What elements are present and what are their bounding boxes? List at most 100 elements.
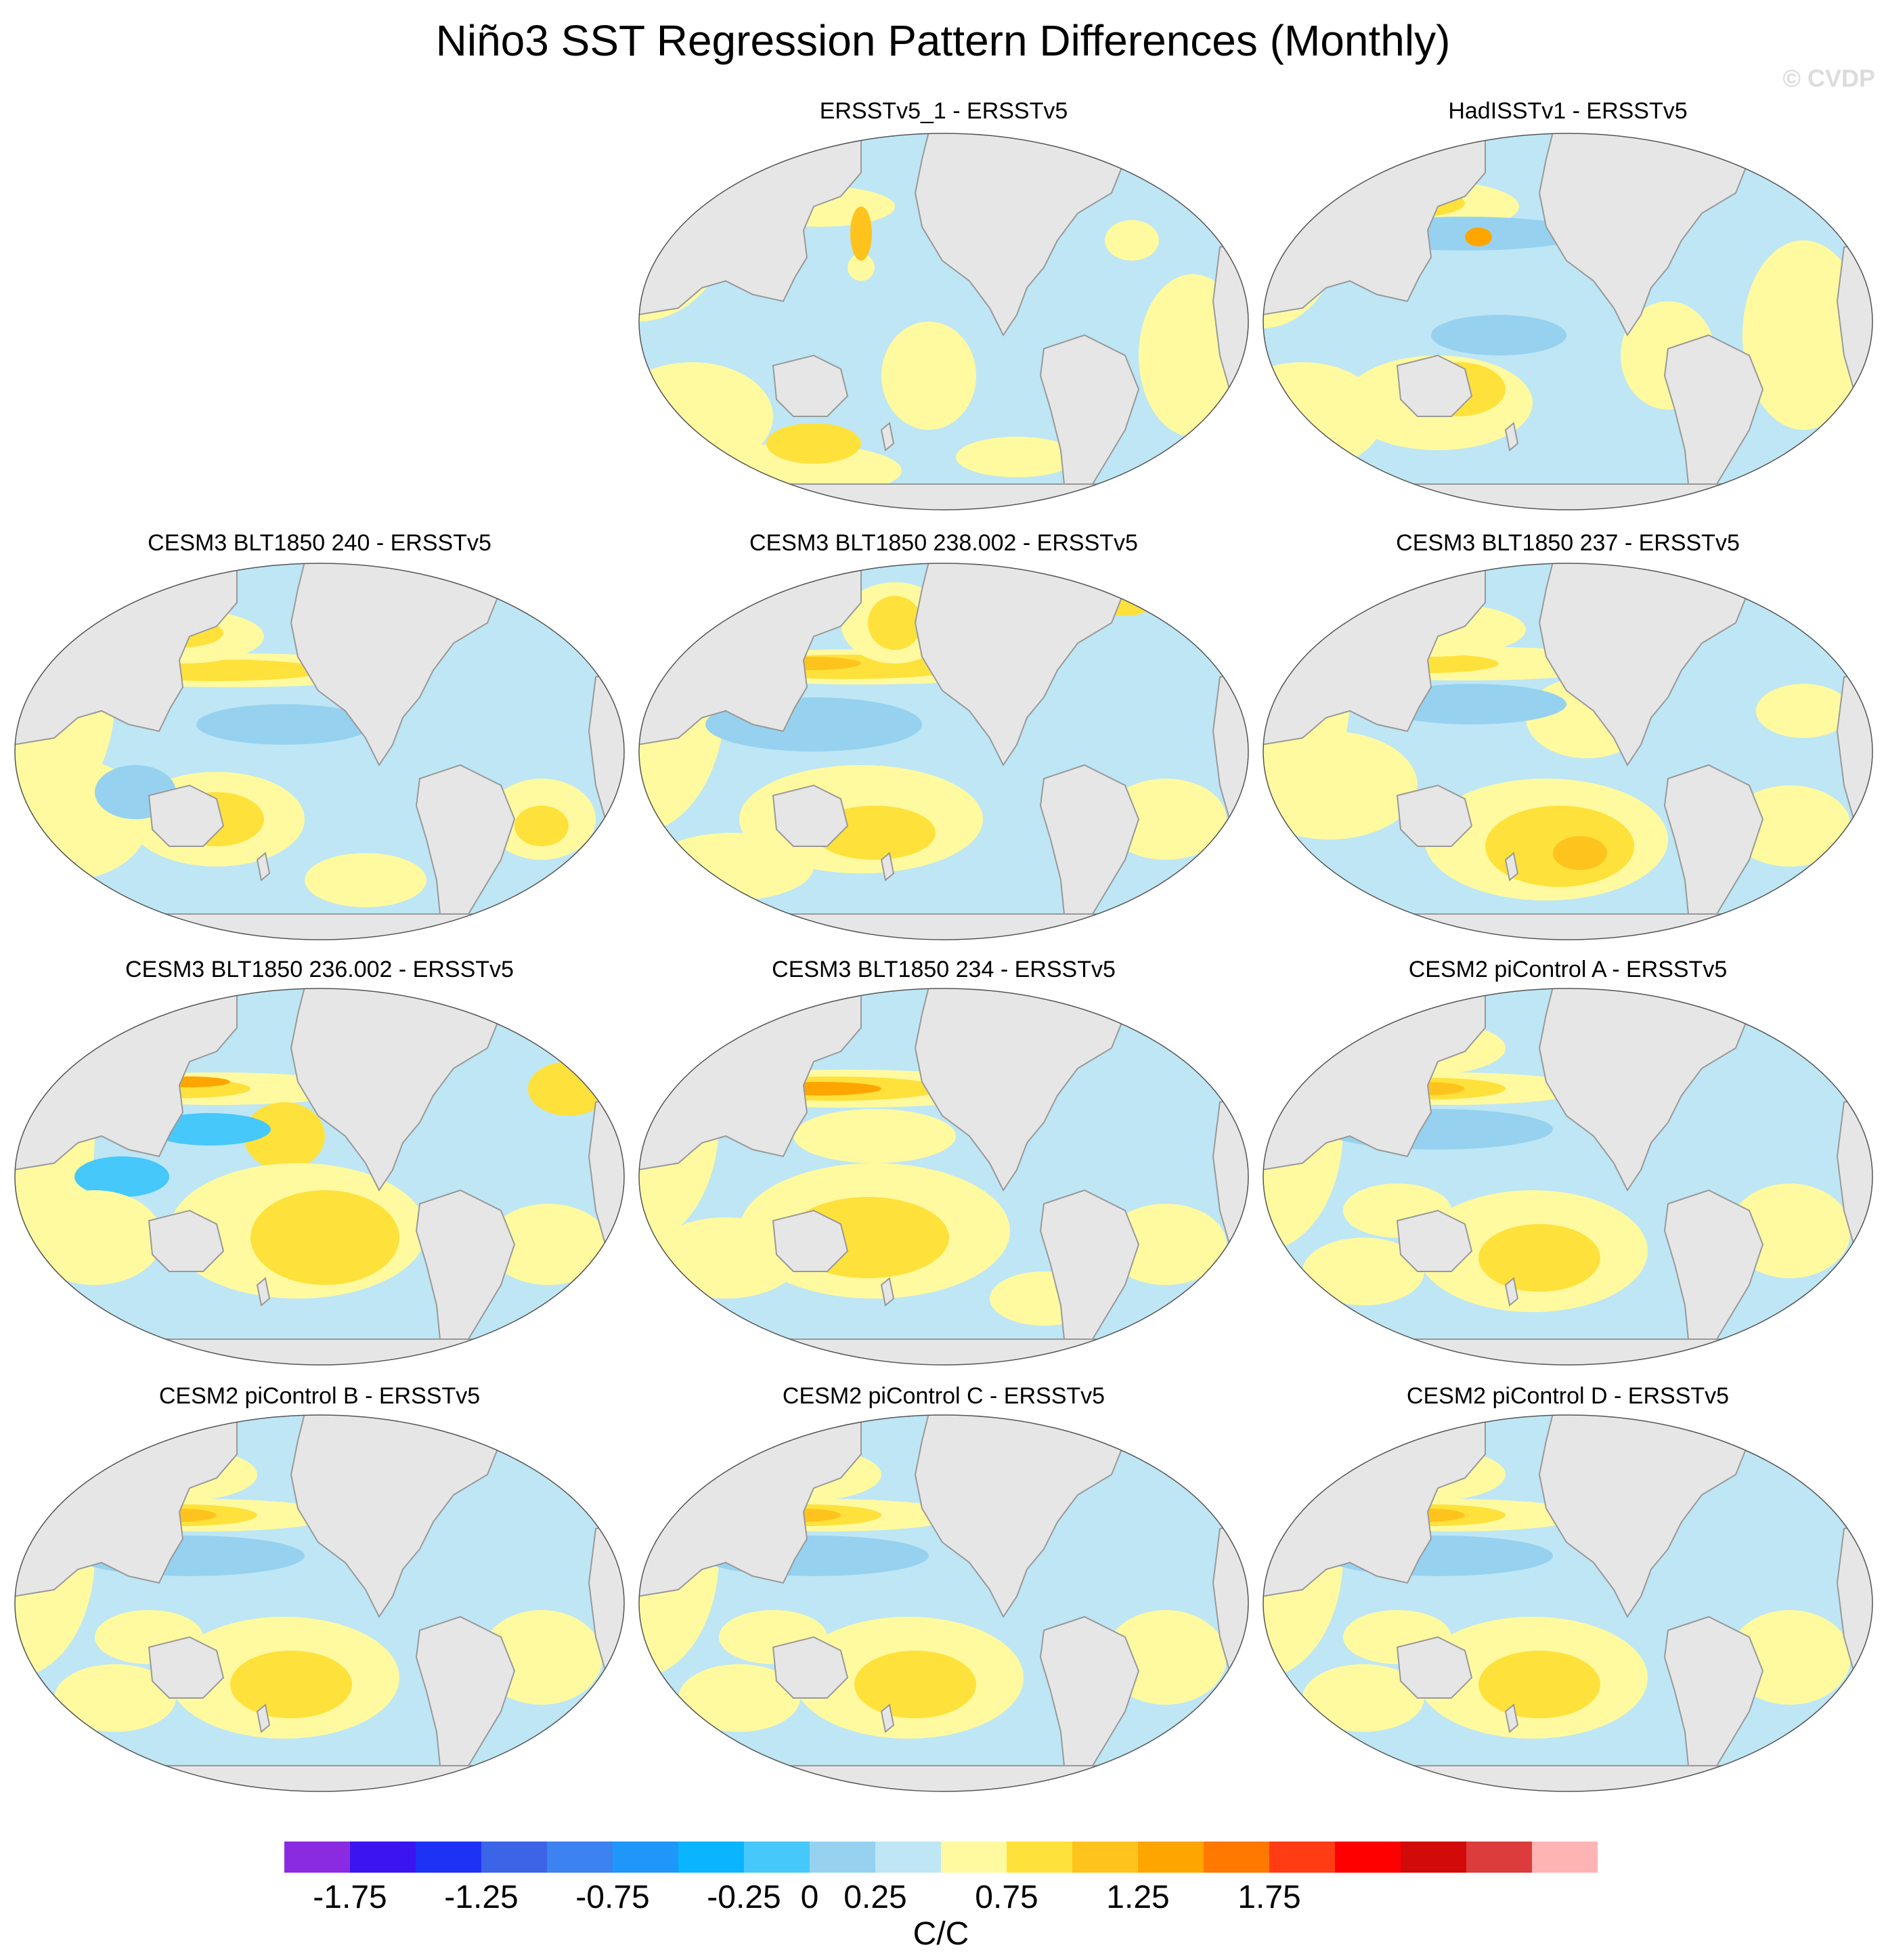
land-mass (148, 784, 225, 847)
land-mass (256, 852, 271, 881)
land-mass (1263, 1338, 1872, 1365)
anomaly-contour (230, 1651, 352, 1718)
colorbar-box (1466, 1842, 1532, 1873)
land-mass (639, 1338, 1248, 1365)
colorbar-box (481, 1842, 547, 1873)
land-mass (639, 913, 1248, 940)
land-mass (1504, 1703, 1519, 1733)
anomaly-contour (305, 853, 426, 907)
anomaly-contour (244, 1102, 325, 1170)
land-mass (256, 1277, 271, 1307)
anomaly-contour (1478, 1224, 1600, 1292)
panel-title: CESM3 BLT1850 238.002 - ERSSTv5 (749, 530, 1138, 556)
anomaly-contour (250, 1190, 399, 1285)
anomaly-contour (27, 1190, 162, 1285)
map-panel (638, 988, 1249, 1366)
land-mass (880, 422, 895, 452)
anomaly-contour (1465, 227, 1492, 246)
land-mass (1396, 354, 1473, 417)
map-outline (638, 988, 1249, 1366)
colorbar-tick-label: 1.25 (1106, 1879, 1169, 1915)
map-outline (1263, 563, 1873, 940)
land-mass (1504, 852, 1519, 881)
anomaly-contour (651, 1217, 800, 1299)
map-outline (638, 563, 1249, 940)
land-mass (1396, 1636, 1473, 1699)
map-panel (1263, 988, 1873, 1366)
anomaly-contour (766, 423, 861, 464)
map-panel (638, 133, 1249, 510)
map-outline (638, 133, 1249, 510)
panel-title: CESM3 BLT1850 240 - ERSSTv5 (148, 530, 491, 556)
colorbar-box (1401, 1842, 1466, 1873)
land-mass (1538, 563, 1751, 766)
anomaly-contour (74, 1156, 169, 1197)
land-mass (1538, 133, 1751, 336)
land-mass (148, 1636, 225, 1699)
land-mass (772, 784, 849, 847)
map-outline (14, 988, 625, 1366)
land-mass (772, 354, 849, 417)
land-mass (15, 1338, 624, 1365)
land-mass (772, 1209, 849, 1272)
anomaly-contour (1742, 240, 1864, 430)
panel-title: ERSSTv5_1 - ERSSTv5 (819, 98, 1068, 124)
colorbar-box (941, 1842, 1007, 1873)
colorbar-box (1532, 1842, 1598, 1873)
map-panel (14, 988, 625, 1366)
land-mass (15, 913, 624, 940)
colorbar-tick-label: 0.25 (843, 1879, 906, 1915)
anomaly-contour (1105, 779, 1227, 860)
anomaly-contour (1553, 836, 1607, 870)
map-outline (1263, 988, 1873, 1366)
panel-title: CESM2 piControl D - ERSSTv5 (1406, 1383, 1730, 1409)
colorbar-box (284, 1842, 350, 1873)
map-outline (1263, 133, 1873, 510)
anomaly-contour (1431, 315, 1566, 355)
land-mass (1263, 1765, 1872, 1791)
land-mass (914, 563, 1126, 766)
land-mass (290, 988, 502, 1192)
colorbar-box (416, 1842, 481, 1873)
land-mass (639, 483, 1248, 510)
anomaly-contour (149, 1113, 271, 1146)
colorbar-tick-label: -1.25 (444, 1879, 518, 1915)
map-outline (638, 1414, 1249, 1792)
colorbar-tick-label: 0.75 (975, 1879, 1038, 1915)
anomaly-contour (854, 1651, 976, 1718)
land-mass (880, 852, 895, 881)
land-mass (290, 563, 502, 766)
anomaly-contour (1302, 1664, 1424, 1732)
colorbar: -1.75 -1.25 -0.75 -0.25 0 0.25 0.75 1.25 1.75 C/C (284, 1842, 1598, 1952)
land-mass (1538, 1415, 1751, 1618)
anomaly-contour (514, 806, 569, 846)
anomaly-contour (1302, 1238, 1424, 1305)
colorbar-tick-label: 1.75 (1237, 1879, 1300, 1915)
land-mass (772, 1636, 849, 1699)
watermark: © CVDP (1782, 64, 1875, 92)
land-mass (1396, 784, 1473, 847)
map-panel (638, 1414, 1249, 1792)
anomaly-contour (487, 1204, 609, 1285)
colorbar-box (1269, 1842, 1335, 1873)
map-panel (1263, 563, 1873, 940)
map-panel (1263, 1414, 1873, 1792)
colorbar-units-label: C/C (913, 1916, 969, 1952)
anomaly-contour (196, 704, 372, 745)
land-mass (880, 1277, 895, 1307)
anomaly-contour (678, 1664, 800, 1732)
land-mass (639, 1765, 1248, 1791)
land-mass (1504, 1277, 1519, 1307)
panel-title: CESM2 piControl C - ERSSTv5 (782, 1383, 1105, 1409)
panel-title: CESM3 BLT1850 237 - ERSSTv5 (1396, 530, 1740, 556)
panel-title: CESM2 piControl B - ERSSTv5 (158, 1383, 481, 1409)
anomaly-contour (1756, 684, 1851, 738)
land-mass (914, 988, 1126, 1192)
colorbar-box (613, 1842, 678, 1873)
land-mass (148, 1209, 225, 1272)
anomaly-contour (850, 206, 872, 261)
map-panel (14, 1414, 625, 1792)
land-mass (1396, 1209, 1473, 1272)
anomaly-contour (1263, 731, 1418, 840)
land-mass (914, 1415, 1126, 1618)
